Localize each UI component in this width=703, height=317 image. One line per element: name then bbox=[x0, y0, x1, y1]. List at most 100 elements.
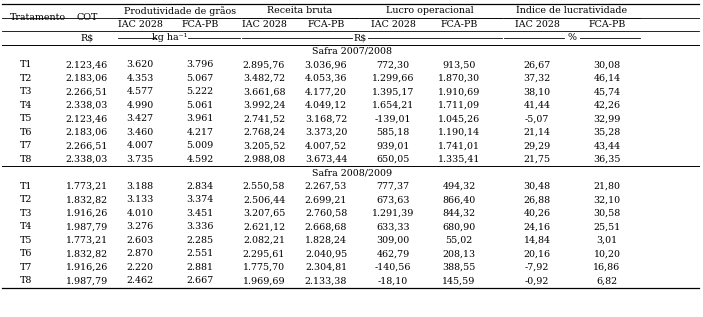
Text: T7: T7 bbox=[20, 263, 32, 272]
Text: 1.711,09: 1.711,09 bbox=[438, 101, 480, 110]
Text: 4.577: 4.577 bbox=[127, 87, 153, 96]
Text: T1: T1 bbox=[20, 182, 32, 191]
Text: 844,32: 844,32 bbox=[442, 209, 475, 218]
Text: 3.373,20: 3.373,20 bbox=[305, 128, 347, 137]
Text: 37,32: 37,32 bbox=[523, 74, 550, 83]
Text: 3.336: 3.336 bbox=[186, 222, 214, 231]
Text: 633,33: 633,33 bbox=[376, 222, 410, 231]
Text: 26,67: 26,67 bbox=[523, 60, 550, 69]
Text: R$: R$ bbox=[354, 33, 367, 42]
Text: 29,29: 29,29 bbox=[523, 141, 550, 150]
Text: 1.291,39: 1.291,39 bbox=[372, 209, 414, 218]
Text: 2.506,44: 2.506,44 bbox=[243, 195, 285, 204]
Text: 3.620: 3.620 bbox=[127, 60, 154, 69]
Text: 1.190,14: 1.190,14 bbox=[438, 128, 480, 137]
Text: 4.053,36: 4.053,36 bbox=[304, 74, 347, 83]
Text: 2.133,38: 2.133,38 bbox=[305, 276, 347, 285]
Text: 2.741,52: 2.741,52 bbox=[243, 114, 285, 123]
Text: 1.828,24: 1.828,24 bbox=[305, 236, 347, 245]
Text: FCA-PB: FCA-PB bbox=[440, 20, 477, 29]
Text: 3.205,52: 3.205,52 bbox=[243, 141, 285, 150]
Text: T7: T7 bbox=[20, 141, 32, 150]
Text: 4.007,52: 4.007,52 bbox=[305, 141, 347, 150]
Text: 2.295,61: 2.295,61 bbox=[243, 249, 285, 258]
Text: 1.045,26: 1.045,26 bbox=[438, 114, 480, 123]
Text: 4.353: 4.353 bbox=[127, 74, 154, 83]
Text: Safra 2007/2008: Safra 2007/2008 bbox=[312, 47, 392, 56]
Text: 494,32: 494,32 bbox=[442, 182, 476, 191]
Text: T6: T6 bbox=[20, 128, 32, 137]
Text: 1.910,69: 1.910,69 bbox=[438, 87, 480, 96]
Text: %: % bbox=[567, 33, 576, 42]
Text: T5: T5 bbox=[20, 114, 32, 123]
Text: 2.834: 2.834 bbox=[186, 182, 214, 191]
Text: 2.183,06: 2.183,06 bbox=[66, 128, 108, 137]
Text: 30,48: 30,48 bbox=[524, 182, 550, 191]
Text: 4.990: 4.990 bbox=[127, 101, 154, 110]
Text: 1.741,01: 1.741,01 bbox=[438, 141, 480, 150]
Text: 1.773,21: 1.773,21 bbox=[66, 182, 108, 191]
Text: 309,00: 309,00 bbox=[376, 236, 410, 245]
Text: 2.699,21: 2.699,21 bbox=[305, 195, 347, 204]
Text: 2.183,06: 2.183,06 bbox=[66, 74, 108, 83]
Text: -5,07: -5,07 bbox=[525, 114, 549, 123]
Text: Tratamento: Tratamento bbox=[10, 13, 66, 22]
Text: 2.304,81: 2.304,81 bbox=[305, 263, 347, 272]
Text: T3: T3 bbox=[20, 209, 32, 218]
Text: IAC 2028: IAC 2028 bbox=[370, 20, 415, 29]
Text: 35,28: 35,28 bbox=[593, 128, 621, 137]
Text: -7,92: -7,92 bbox=[525, 263, 549, 272]
Text: 5.009: 5.009 bbox=[186, 141, 214, 150]
Text: 42,26: 42,26 bbox=[593, 101, 621, 110]
Text: 2.551: 2.551 bbox=[186, 249, 214, 258]
Text: 2.266,51: 2.266,51 bbox=[66, 87, 108, 96]
Text: 3.207,65: 3.207,65 bbox=[243, 209, 285, 218]
Text: 46,14: 46,14 bbox=[593, 74, 621, 83]
Text: Índice de lucratividade: Índice de lucratividade bbox=[517, 6, 628, 15]
Text: 1.832,82: 1.832,82 bbox=[66, 195, 108, 204]
Text: 2.550,58: 2.550,58 bbox=[243, 182, 285, 191]
Text: 32,99: 32,99 bbox=[593, 114, 621, 123]
Text: 3.036,96: 3.036,96 bbox=[304, 60, 347, 69]
Text: IAC 2028: IAC 2028 bbox=[117, 20, 162, 29]
Text: 777,37: 777,37 bbox=[376, 182, 410, 191]
Text: Receita bruta: Receita bruta bbox=[267, 6, 333, 15]
Text: 3.661,68: 3.661,68 bbox=[243, 87, 285, 96]
Text: 2.285: 2.285 bbox=[186, 236, 214, 245]
Text: 3,01: 3,01 bbox=[596, 236, 617, 245]
Text: 208,13: 208,13 bbox=[442, 249, 475, 258]
Text: 2.082,21: 2.082,21 bbox=[243, 236, 285, 245]
Text: 2.123,46: 2.123,46 bbox=[66, 114, 108, 123]
Text: 38,10: 38,10 bbox=[524, 87, 550, 96]
Text: 680,90: 680,90 bbox=[442, 222, 476, 231]
Text: 30,58: 30,58 bbox=[593, 209, 621, 218]
Text: T3: T3 bbox=[20, 87, 32, 96]
Text: 4.007: 4.007 bbox=[127, 141, 153, 150]
Text: 1.969,69: 1.969,69 bbox=[243, 276, 285, 285]
Text: 1.299,66: 1.299,66 bbox=[372, 74, 414, 83]
Text: 2.768,24: 2.768,24 bbox=[243, 128, 285, 137]
Text: 3.482,72: 3.482,72 bbox=[243, 74, 285, 83]
Text: 388,55: 388,55 bbox=[442, 263, 476, 272]
Text: 5.067: 5.067 bbox=[186, 74, 214, 83]
Text: 2.462: 2.462 bbox=[127, 276, 153, 285]
Text: T8: T8 bbox=[20, 276, 32, 285]
Text: 2.338,03: 2.338,03 bbox=[66, 155, 108, 164]
Text: 650,05: 650,05 bbox=[376, 155, 410, 164]
Text: 3.276: 3.276 bbox=[127, 222, 154, 231]
Text: 1.773,21: 1.773,21 bbox=[66, 236, 108, 245]
Text: 30,08: 30,08 bbox=[593, 60, 621, 69]
Text: T4: T4 bbox=[20, 101, 32, 110]
Text: 2.040,95: 2.040,95 bbox=[305, 249, 347, 258]
Text: 1.987,79: 1.987,79 bbox=[66, 222, 108, 231]
Text: 2.123,46: 2.123,46 bbox=[66, 60, 108, 69]
Text: 21,80: 21,80 bbox=[593, 182, 621, 191]
Text: 4.049,12: 4.049,12 bbox=[305, 101, 347, 110]
Text: 1.395,17: 1.395,17 bbox=[372, 87, 414, 96]
Text: 24,16: 24,16 bbox=[524, 222, 550, 231]
Text: 4.010: 4.010 bbox=[127, 209, 153, 218]
Text: R$: R$ bbox=[80, 33, 93, 42]
Text: 3.188: 3.188 bbox=[127, 182, 153, 191]
Text: 5.061: 5.061 bbox=[186, 101, 214, 110]
Text: 5.222: 5.222 bbox=[186, 87, 214, 96]
